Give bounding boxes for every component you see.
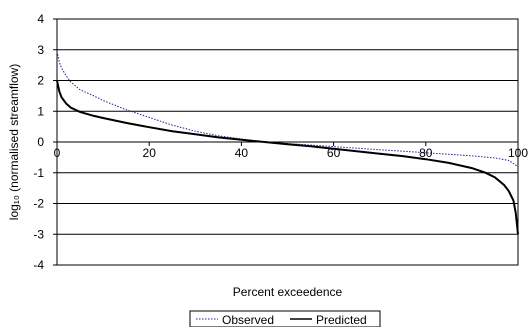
- x-tick-label: 60: [327, 146, 341, 160]
- legend: Observed Predicted: [189, 310, 381, 327]
- x-axis-label: Percent exceedence: [233, 285, 343, 299]
- legend-box: [189, 310, 381, 327]
- y-axis-ticks: 4 3 2 1 0 -1 -2 -3 -4: [33, 12, 57, 272]
- y-tick-label: 1: [37, 104, 44, 118]
- data-series: [56, 51, 519, 235]
- x-axis-ticks: 0 20 40 60 80 100: [54, 142, 528, 160]
- y-tick-label: 4: [37, 12, 44, 26]
- x-tick-label: 80: [419, 146, 433, 160]
- y-axis-label: log₁₀ (normalised streamflow): [7, 64, 21, 220]
- y-tick-label: 0: [37, 135, 44, 149]
- series-line-observed: [56, 51, 519, 168]
- y-tick-label: 2: [37, 74, 44, 88]
- x-tick-label: 40: [235, 146, 249, 160]
- y-tick-label: -3: [33, 227, 44, 241]
- series-line-predicted: [56, 80, 519, 235]
- y-tick-label: 3: [37, 43, 44, 57]
- y-tick-label: -4: [33, 258, 44, 272]
- gridlines: [57, 18, 518, 266]
- x-tick-label: 100: [508, 146, 528, 160]
- y-tick-label: -2: [33, 197, 44, 211]
- y-tick-label: -1: [33, 166, 44, 180]
- x-tick-label: 0: [54, 146, 61, 160]
- legend-label-observed: Observed: [222, 313, 274, 327]
- legend-label-predicted: Predicted: [316, 313, 367, 327]
- x-tick-label: 20: [143, 146, 157, 160]
